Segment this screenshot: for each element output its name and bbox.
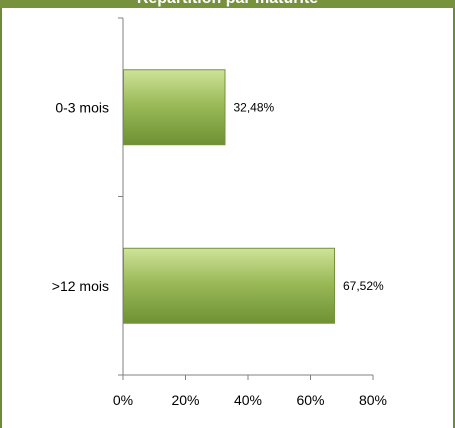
chart-title: Répartition par maturité — [0, 0, 455, 8]
x-tick-label: 40% — [234, 392, 262, 408]
x-tick-label: 60% — [296, 392, 324, 408]
bar — [123, 69, 226, 146]
category-label: >12 mois — [52, 278, 109, 294]
data-label: 67,52% — [343, 279, 384, 293]
x-tick-label: 20% — [171, 392, 199, 408]
x-tick-label: 0% — [113, 392, 133, 408]
bar — [123, 247, 335, 324]
chart-title-bar: Répartition par maturité — [0, 0, 455, 8]
category-label: 0-3 mois — [55, 99, 109, 115]
x-tick-label: 80% — [359, 392, 387, 408]
data-label: 32,48% — [234, 100, 275, 114]
